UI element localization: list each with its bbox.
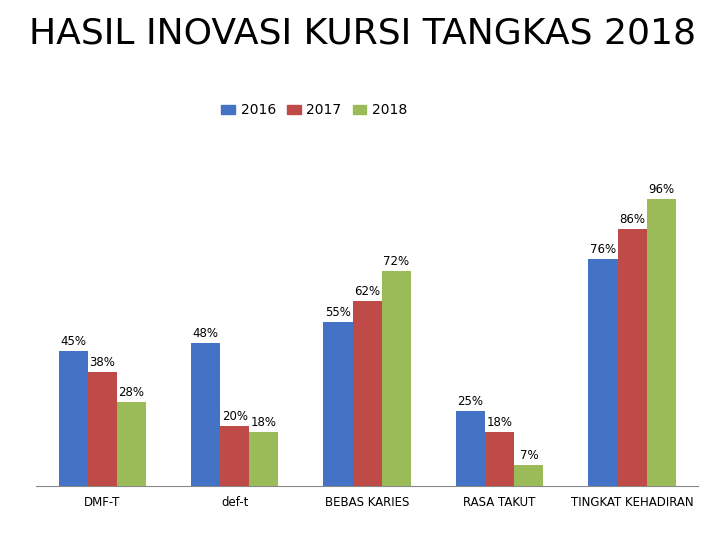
Text: 25%: 25% [457, 395, 484, 408]
Bar [647, 199, 676, 486]
Text: 72%: 72% [383, 255, 410, 268]
Bar [191, 342, 220, 486]
Legend: 2016, 2017, 2018: 2016, 2017, 2018 [215, 98, 413, 123]
Bar [588, 259, 618, 486]
Text: 76%: 76% [590, 243, 616, 256]
Bar [514, 465, 544, 486]
Bar [323, 322, 353, 486]
Bar [88, 373, 117, 486]
Bar [220, 426, 249, 486]
Text: 62%: 62% [354, 285, 380, 298]
Bar [618, 229, 647, 486]
Text: 20%: 20% [222, 410, 248, 423]
Text: 18%: 18% [487, 416, 513, 429]
Bar [382, 271, 411, 486]
Text: 55%: 55% [325, 306, 351, 319]
Text: 18%: 18% [251, 416, 277, 429]
Bar [58, 352, 88, 486]
Text: 38%: 38% [89, 356, 115, 369]
Bar [117, 402, 146, 486]
Text: 28%: 28% [118, 386, 145, 399]
Text: 86%: 86% [619, 213, 645, 226]
Bar [485, 432, 514, 486]
Bar [456, 411, 485, 486]
Text: 96%: 96% [648, 183, 675, 196]
Bar [249, 432, 279, 486]
Bar [353, 301, 382, 486]
Text: 7%: 7% [520, 449, 538, 462]
Text: 48%: 48% [192, 327, 219, 340]
Text: 45%: 45% [60, 335, 86, 348]
Text: HASIL INOVASI KURSI TANGKAS 2018: HASIL INOVASI KURSI TANGKAS 2018 [29, 16, 696, 50]
